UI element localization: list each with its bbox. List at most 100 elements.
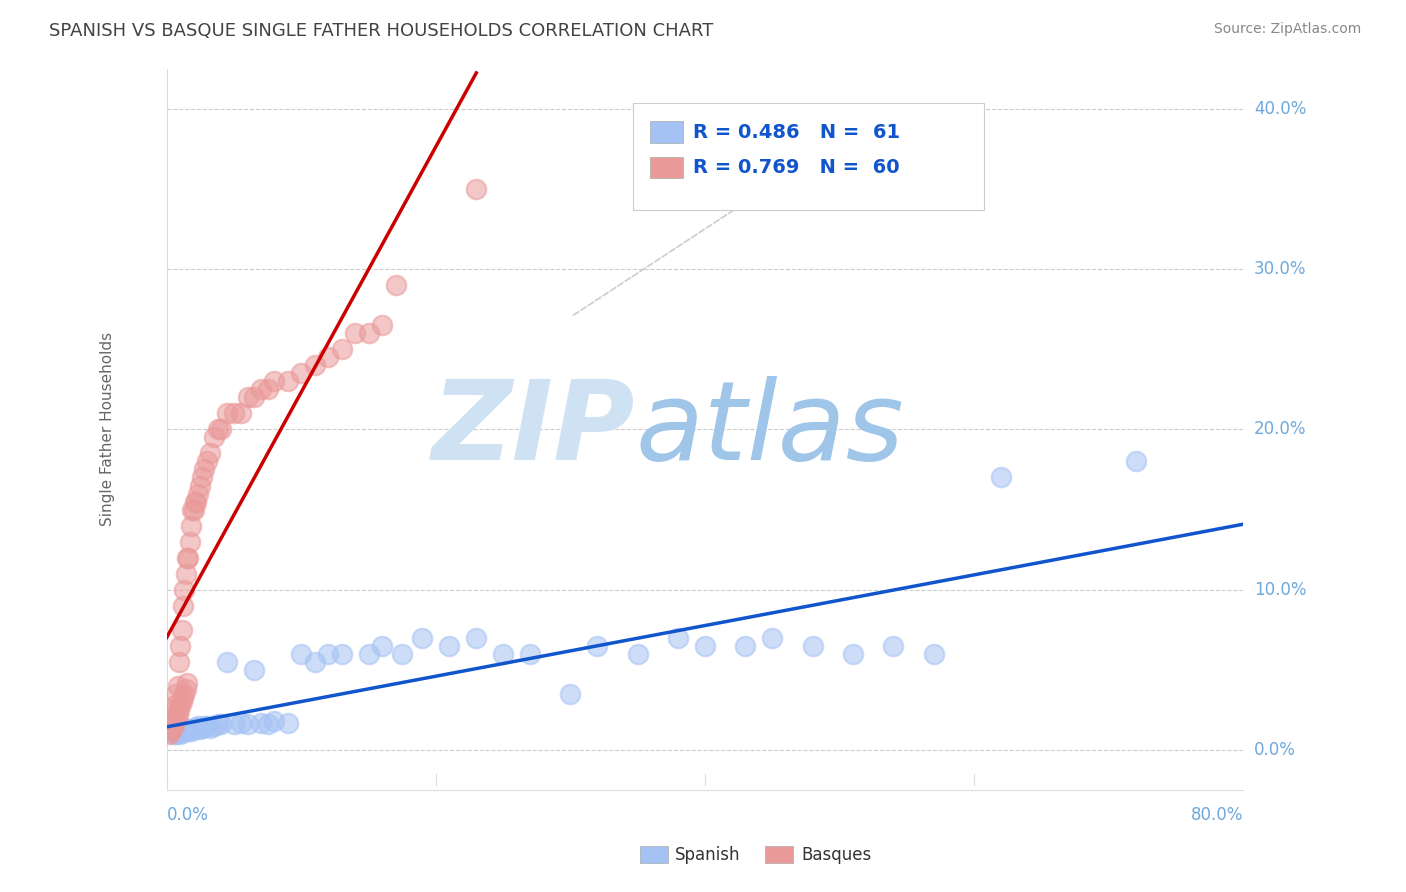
Point — [170, 695, 193, 709]
Point — [371, 639, 394, 653]
Point — [181, 502, 204, 516]
Text: 80.0%: 80.0% — [1191, 806, 1243, 824]
Text: R = 0.486   N =  61: R = 0.486 N = 61 — [693, 122, 900, 142]
Point — [344, 326, 367, 340]
Point — [162, 723, 184, 738]
Point — [170, 623, 193, 637]
Point — [1125, 454, 1147, 468]
Point — [191, 470, 214, 484]
Point — [180, 518, 202, 533]
Point — [277, 374, 299, 388]
Point — [229, 715, 252, 730]
Point — [198, 721, 221, 735]
Point — [290, 366, 312, 380]
Point — [207, 422, 229, 436]
Point — [186, 721, 208, 735]
Point — [163, 714, 186, 729]
Point — [277, 715, 299, 730]
Point — [256, 717, 278, 731]
Point — [159, 727, 181, 741]
Text: ZIP: ZIP — [432, 376, 636, 483]
Point — [166, 725, 188, 739]
Point — [184, 723, 207, 737]
Point — [167, 655, 190, 669]
Point — [184, 494, 207, 508]
Point — [160, 711, 183, 725]
Point — [357, 647, 380, 661]
Point — [187, 486, 209, 500]
Text: Source: ZipAtlas.com: Source: ZipAtlas.com — [1213, 22, 1361, 37]
Point — [163, 698, 186, 713]
Point — [190, 478, 212, 492]
Point — [263, 714, 285, 729]
Point — [922, 647, 945, 661]
Point — [465, 631, 488, 645]
Point — [666, 631, 689, 645]
Point — [181, 723, 204, 737]
Point — [465, 182, 488, 196]
Point — [180, 723, 202, 738]
Point — [207, 717, 229, 731]
Point — [162, 727, 184, 741]
Text: 20.0%: 20.0% — [1254, 420, 1306, 438]
Point — [627, 647, 650, 661]
Point — [169, 698, 191, 713]
Point — [195, 719, 218, 733]
Point — [222, 717, 245, 731]
Point — [560, 687, 582, 701]
Point — [176, 723, 198, 738]
Point — [165, 687, 187, 701]
Point — [263, 374, 285, 388]
Point — [193, 462, 215, 476]
Point — [186, 494, 208, 508]
Text: 10.0%: 10.0% — [1254, 581, 1306, 599]
Point — [176, 550, 198, 565]
Point — [174, 723, 197, 737]
Point — [179, 534, 201, 549]
Point — [202, 430, 225, 444]
Point — [801, 639, 824, 653]
Point — [330, 342, 353, 356]
Point — [330, 647, 353, 661]
Text: 30.0%: 30.0% — [1254, 260, 1306, 278]
Point — [290, 647, 312, 661]
Point — [316, 647, 339, 661]
Text: atlas: atlas — [636, 376, 904, 483]
Point — [169, 639, 191, 653]
Point — [191, 721, 214, 735]
Point — [166, 679, 188, 693]
Point — [172, 723, 194, 738]
Point — [882, 639, 904, 653]
Point — [193, 719, 215, 733]
Point — [761, 631, 783, 645]
Point — [222, 406, 245, 420]
Text: R = 0.769   N =  60: R = 0.769 N = 60 — [693, 158, 900, 178]
Point — [202, 719, 225, 733]
Point — [160, 721, 183, 735]
Point — [174, 682, 197, 697]
Point — [172, 599, 194, 613]
Point — [187, 719, 209, 733]
Point — [371, 318, 394, 332]
Point — [183, 721, 205, 735]
Point — [169, 727, 191, 741]
Point — [250, 715, 273, 730]
Text: 0.0%: 0.0% — [1254, 741, 1296, 759]
Point — [165, 727, 187, 741]
Point — [167, 723, 190, 738]
Point — [304, 358, 326, 372]
Text: 40.0%: 40.0% — [1254, 100, 1306, 118]
Point — [734, 639, 756, 653]
Point — [391, 647, 413, 661]
Point — [693, 639, 716, 653]
Text: Basques: Basques — [801, 846, 872, 863]
Point — [256, 382, 278, 396]
Point — [384, 278, 406, 293]
Point — [170, 723, 193, 737]
Point — [173, 725, 195, 739]
Point — [217, 655, 239, 669]
Point — [177, 723, 200, 737]
Point — [165, 711, 187, 725]
Point — [198, 446, 221, 460]
Point — [990, 470, 1012, 484]
